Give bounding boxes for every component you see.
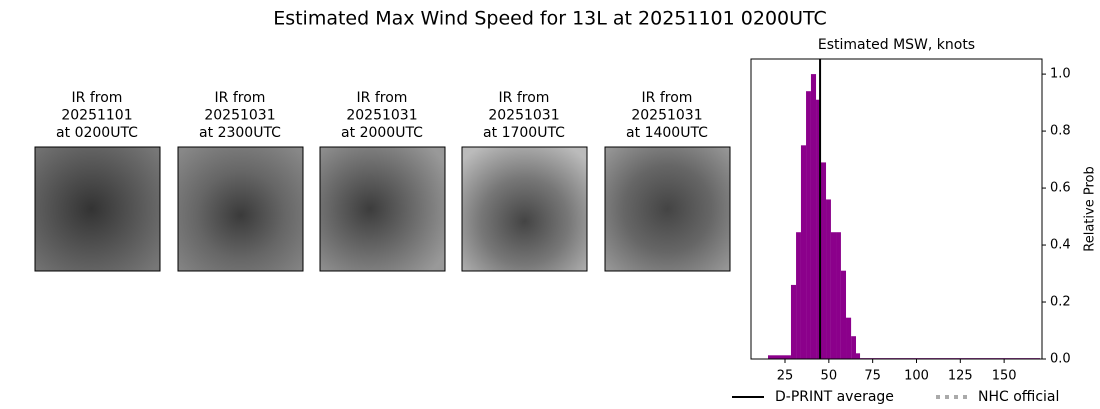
ir-image (461, 146, 588, 272)
legend-label: NHC official (978, 389, 1059, 405)
panel-title: 20251031 (204, 108, 275, 124)
ir-image (319, 146, 446, 272)
y-tick-label: 0.0 (1050, 352, 1071, 367)
panel-title: at 1700UTC (483, 125, 565, 141)
x-tick-label: 25 (777, 369, 794, 384)
bar (840, 270, 847, 359)
panel-title: 20251031 (346, 108, 417, 124)
bar (800, 145, 807, 359)
y-tick-label: 0.4 (1050, 238, 1071, 253)
panel-title: 20251031 (631, 108, 702, 124)
panel-title: at 2300UTC (199, 125, 281, 141)
bar (820, 162, 827, 359)
panel-title: 20251101 (61, 108, 132, 124)
panel-title: at 1400UTC (626, 125, 708, 141)
x-tick-label: 150 (992, 369, 1017, 384)
bar (790, 284, 797, 359)
legend-label: D-PRINT average (775, 389, 894, 405)
x-tick-label: 125 (948, 369, 973, 384)
panel-title: IR from (499, 90, 550, 106)
bar (768, 355, 791, 359)
y-axis-label: Relative Prob (1083, 166, 1098, 251)
bar (851, 336, 857, 359)
figure-title: Estimated Max Wind Speed for 13L at 2025… (273, 8, 827, 30)
bar (856, 353, 861, 359)
y-tick-label: 1.0 (1050, 67, 1071, 82)
panel-title: at 0200UTC (56, 125, 138, 141)
bar (816, 99, 821, 360)
y-tick-label: 0.6 (1050, 181, 1071, 196)
bar (830, 232, 837, 359)
x-tick-label: 50 (821, 369, 838, 384)
x-tick-label: 100 (904, 369, 929, 384)
ir-image (604, 146, 731, 272)
bar (796, 232, 801, 359)
bar (806, 91, 811, 360)
ir-image (34, 146, 161, 272)
panel-title: 20251031 (488, 108, 559, 124)
panel-title: IR from (72, 90, 123, 106)
chart-title: Estimated MSW, knots (818, 37, 975, 53)
panel-title: at 2000UTC (341, 125, 423, 141)
bar (826, 199, 831, 359)
x-tick-label: 75 (864, 369, 881, 384)
ir-image (177, 146, 304, 272)
panel-title: IR from (357, 90, 408, 106)
bar (810, 74, 817, 359)
bar (836, 232, 841, 359)
panel-title: IR from (215, 90, 266, 106)
bar (846, 317, 852, 359)
panel-title: IR from (642, 90, 693, 106)
plot-frame (750, 58, 1043, 360)
y-tick-label: 0.2 (1050, 295, 1071, 310)
y-tick-label: 0.8 (1050, 124, 1071, 139)
